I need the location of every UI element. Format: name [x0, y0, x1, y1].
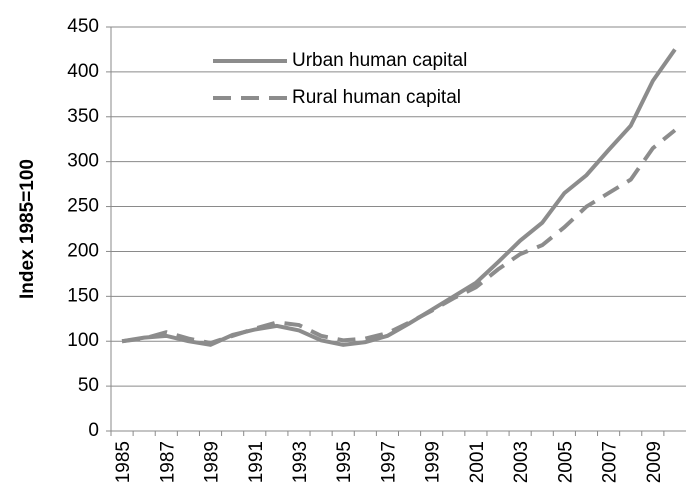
legend-label: Rural human capital [292, 87, 461, 108]
y-tick-label: 250 [67, 196, 99, 217]
x-tick-label: 1995 [334, 441, 355, 483]
x-tick-label: 2005 [555, 441, 576, 483]
y-tick-label: 150 [67, 285, 99, 306]
y-tick-label: 50 [78, 375, 99, 396]
x-tick-label: 1991 [246, 441, 267, 483]
x-tick-label: 2009 [644, 441, 665, 483]
y-axis-label: Index 1985=100 [17, 159, 38, 299]
y-tick-label: 200 [67, 240, 99, 261]
x-tick-label: 1989 [202, 441, 223, 483]
x-tick-label: 1985 [113, 441, 134, 483]
y-tick-label: 300 [67, 151, 99, 172]
x-tick-label: 1999 [423, 441, 444, 483]
y-tick-label: 400 [67, 61, 99, 82]
legend-label: Urban human capital [292, 50, 467, 71]
y-tick-label: 100 [67, 330, 99, 351]
data-line [121, 128, 677, 346]
y-tick-label: 450 [67, 16, 99, 37]
x-tick-label: 1993 [290, 441, 311, 483]
x-tick-label: 2007 [600, 441, 621, 483]
x-tick-label: 1987 [157, 441, 178, 483]
x-tick-label: 1997 [378, 441, 399, 483]
y-tick-label: 0 [88, 420, 99, 441]
x-tick-label: 2001 [467, 441, 488, 483]
y-tick-label: 350 [67, 106, 99, 127]
x-tick-label: 2003 [511, 441, 532, 483]
